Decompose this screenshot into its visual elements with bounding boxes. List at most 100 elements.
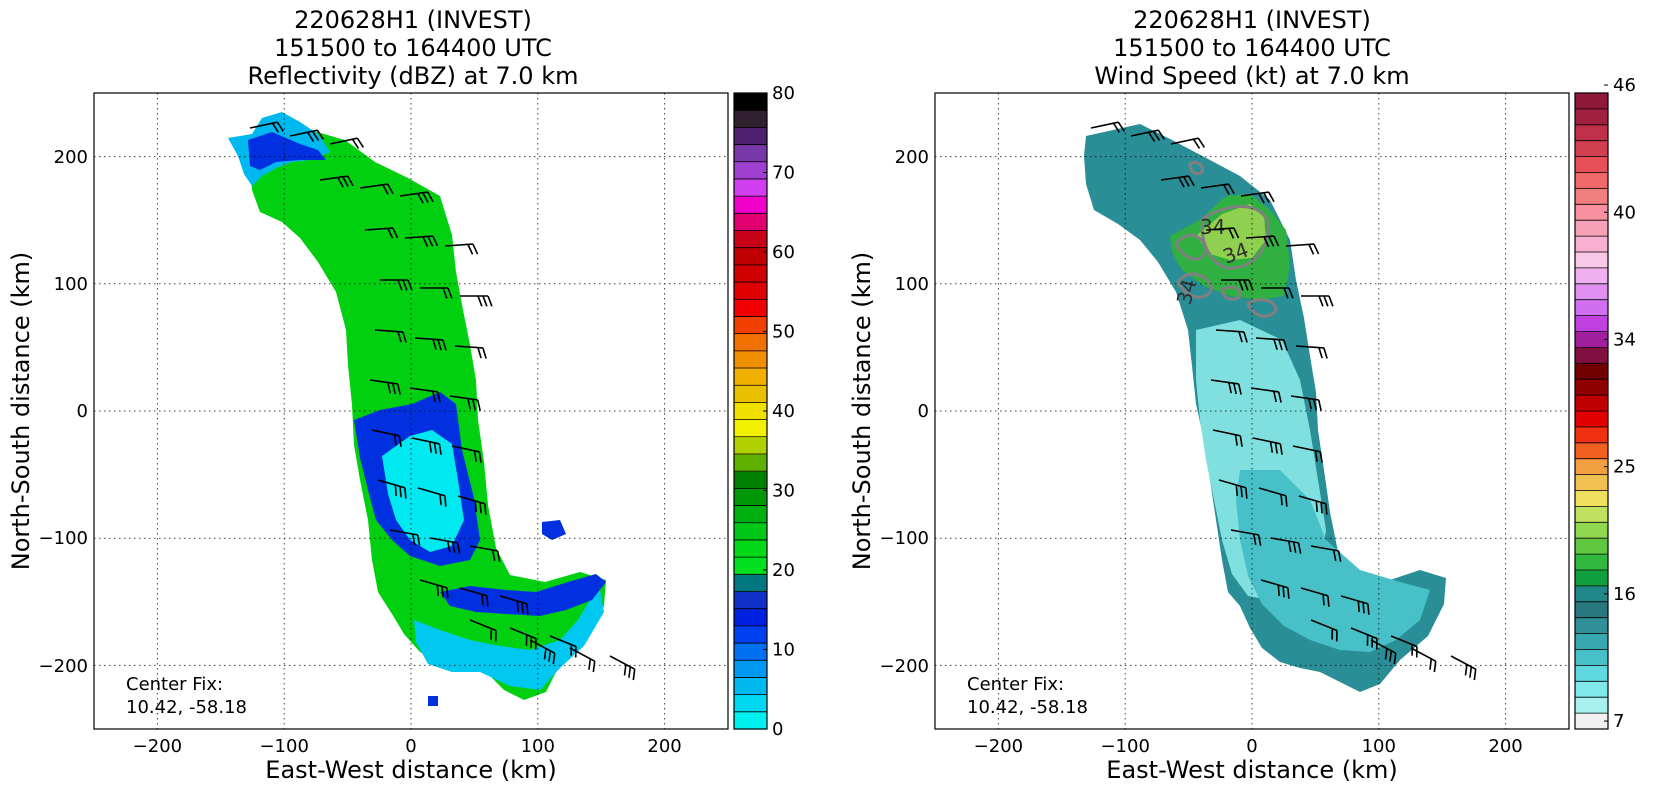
reflectivity-panel: 220628H1 (INVEST) 151500 to 164400 UTC R… [7, 6, 795, 784]
isotach-34 [1246, 298, 1278, 318]
x-tick-label: 200 [1488, 736, 1522, 757]
y-axis: 200 100 0 −100 −200 North-South distance… [7, 147, 88, 677]
wind-barb-feather [623, 664, 627, 676]
wind-barb-feather [347, 175, 354, 187]
x-axis-label: East-West distance (km) [265, 756, 556, 784]
wind-barb-feather [444, 495, 447, 507]
wind-barb-feather [467, 398, 472, 410]
wind-barb-feather [422, 236, 429, 248]
colorbar-segment [1575, 411, 1608, 428]
colorbar-segment [1575, 93, 1608, 110]
wind-barb-feather [436, 391, 441, 403]
x-tick-label: −100 [1100, 736, 1149, 757]
colorbar-segment [1575, 124, 1608, 142]
colorbar-segment [734, 522, 767, 541]
colorbar-segment [734, 127, 767, 146]
colorbar-segment [1575, 490, 1608, 507]
wind-barb-feather [1357, 600, 1361, 612]
colorbar-segment [734, 694, 767, 713]
wind-barb-feather [471, 399, 476, 411]
colorbar: 716253440465258648096110125140155 [1574, 75, 1636, 732]
wind-barb-feather [398, 435, 402, 447]
colorbar-segment [734, 213, 767, 232]
wind-barb-feather [1337, 550, 1342, 562]
wind-barb-feather [1279, 443, 1283, 455]
wind-barb-feather [337, 177, 344, 188]
x-tick-label: 100 [1362, 736, 1396, 757]
wind-barb-feather [588, 658, 592, 670]
colorbar-tick-label: 70 [772, 163, 795, 184]
colorbar-tick-label: 34 [1613, 329, 1636, 350]
colorbar-segment [734, 677, 767, 696]
wind-barb-feather [481, 594, 484, 606]
chart-title-line-1: 220628H1 (INVEST) [1133, 6, 1371, 34]
wind-barb-feather [474, 500, 478, 512]
wind-barb-feather [1313, 243, 1320, 255]
wind-barb-feather [432, 339, 437, 351]
wind-barb-feather [628, 666, 632, 678]
wind-barb-feather [1297, 542, 1302, 554]
colorbar-segment [734, 419, 767, 438]
wind-barbs [1090, 121, 1477, 681]
wind-barb-feather [487, 295, 493, 307]
wind-barb-feather [543, 648, 547, 660]
colorbar-segment [1575, 665, 1608, 682]
wind-barb-feather [1285, 495, 1288, 507]
colorbar-segment [734, 608, 767, 627]
wind-barb-feather [316, 129, 325, 140]
colorbar-segment [1575, 697, 1608, 714]
y-tick-label: 0 [918, 401, 929, 422]
wind-barb-feather [1269, 441, 1274, 453]
wind-barb-feather [1367, 603, 1370, 615]
colorbar-segment [1575, 347, 1608, 364]
colorbar-segment [734, 264, 767, 283]
colorbar-segment [734, 299, 767, 318]
colorbar-segment [734, 488, 767, 507]
colorbar-segment [734, 247, 767, 266]
colorbar-segment [1575, 570, 1608, 587]
y-tick-label: 200 [54, 147, 88, 168]
isotach-34 [1188, 160, 1204, 176]
wind-barb-feather [1433, 661, 1437, 673]
wind-barb-feather [1234, 434, 1238, 446]
colorbar-segment [1575, 554, 1608, 571]
center-fix-value: 10.42, -58.18 [126, 697, 247, 718]
wind-barb-feather [1323, 295, 1329, 307]
wind-barb-feather [1178, 177, 1185, 188]
grid [935, 93, 1569, 729]
colorbar-segment [1575, 156, 1608, 174]
wind-barb-feather [447, 287, 453, 299]
colorbar-segment [1575, 315, 1608, 333]
wind-barb-feather [1235, 484, 1239, 496]
y-tick-label: −100 [39, 528, 88, 549]
wind-barb-feather [397, 279, 403, 291]
wind-barb-feather [477, 295, 483, 307]
wind-barb-feather [438, 443, 442, 455]
colorbar-tick-label: 10 [772, 640, 795, 661]
wind-barb-feather [407, 279, 413, 291]
colorbar-tick-label: 25 [1613, 457, 1636, 478]
wind-barb-feather [1283, 287, 1289, 299]
y-tick-label: −200 [880, 656, 929, 677]
colorbar-segment [734, 557, 767, 575]
wind-barb-feather [1240, 486, 1243, 498]
x-tick-label: 200 [647, 736, 681, 757]
wind-barb-feather [396, 383, 401, 395]
colorbar-segment [1575, 617, 1608, 635]
wind-barb-feather [397, 331, 402, 343]
isotach-34 [1220, 285, 1242, 301]
wind-barb-feather [1318, 295, 1324, 307]
colorbar-segment [734, 282, 767, 300]
wind-barb-feather [416, 534, 421, 546]
wind-barb-feather [1318, 347, 1323, 359]
colorbar-segment [1575, 506, 1608, 523]
wind-barb-feather [484, 503, 487, 515]
wind-barb-feather [1384, 648, 1388, 660]
colorbar-segment [1575, 426, 1608, 444]
x-tick-label: −200 [133, 736, 182, 757]
wind-barbs [249, 121, 636, 681]
wind-barb-feather [592, 661, 596, 673]
wind-barb-feather [276, 121, 285, 132]
colorbar-segment [1575, 108, 1608, 126]
wind-barb-feather [1320, 502, 1323, 514]
